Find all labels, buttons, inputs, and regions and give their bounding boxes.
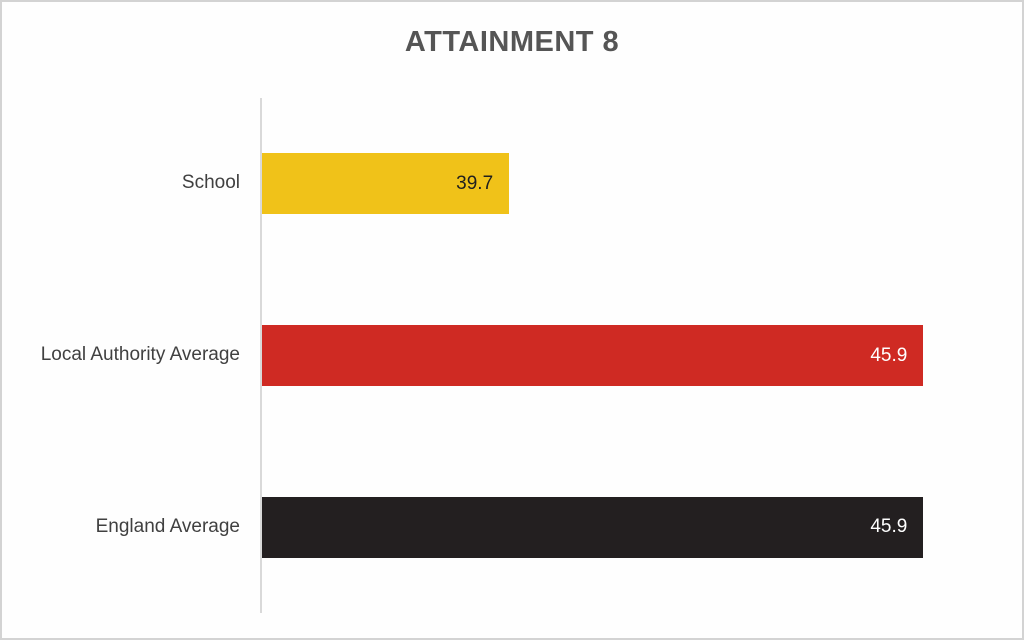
category-label: School bbox=[181, 172, 240, 194]
bar-rows: School 39.7 Local Authority Average 45.9 Eng… bbox=[2, 98, 1022, 613]
bar-row: School 39.7 bbox=[2, 98, 1022, 270]
category-label: Local Authority Average bbox=[40, 344, 240, 366]
bar: 39.7 bbox=[262, 153, 510, 215]
bar-row: England Average 45.9 bbox=[2, 441, 1022, 613]
bar-row: Local Authority Average 45.9 bbox=[2, 270, 1022, 442]
bar: 45.9 bbox=[262, 325, 924, 386]
bar-value-label: 39.7 bbox=[456, 172, 494, 194]
bar-track: 45.9 bbox=[262, 496, 930, 558]
plot-area: School 39.7 Local Authority Average 45.9 Eng… bbox=[2, 98, 1022, 613]
category-label: England Average bbox=[95, 515, 240, 537]
bar-value-label: 45.9 bbox=[870, 344, 908, 366]
chart-title: ATTAINMENT 8 bbox=[404, 26, 620, 58]
bar-value-label: 45.9 bbox=[870, 516, 908, 538]
y-axis-line bbox=[260, 98, 262, 613]
bar-track: 39.7 bbox=[262, 153, 930, 215]
bar: 45.9 bbox=[262, 496, 924, 558]
bar-track: 45.9 bbox=[262, 325, 930, 386]
